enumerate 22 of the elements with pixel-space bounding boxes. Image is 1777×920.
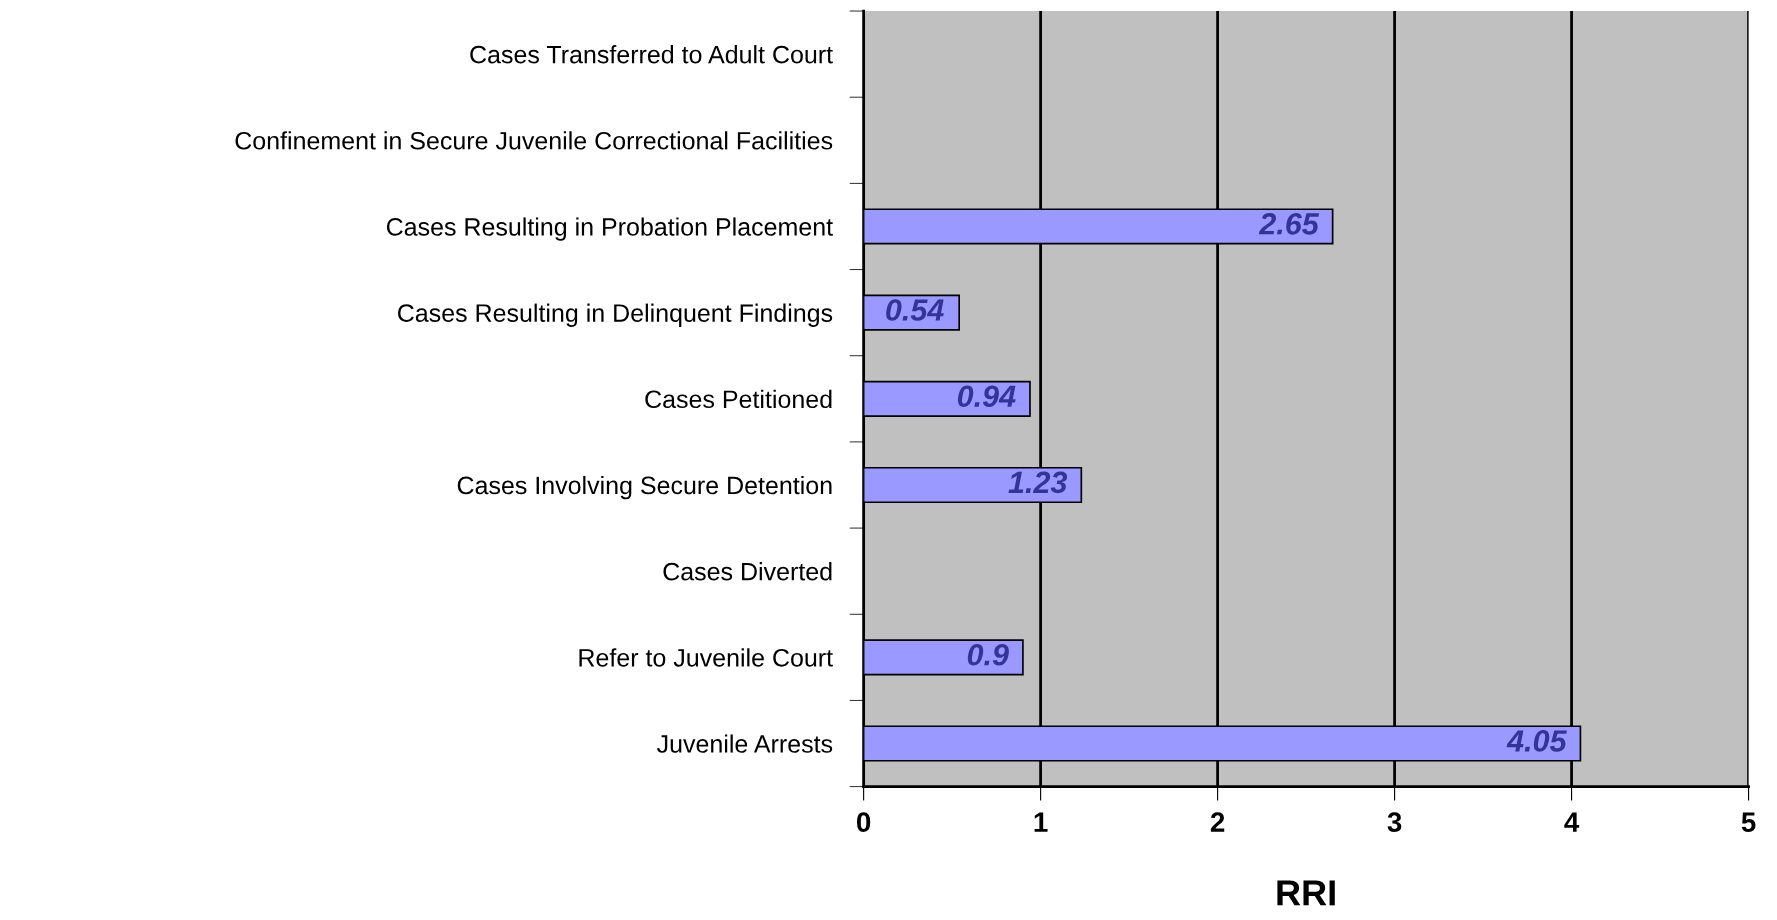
y-tick-label: Confinement in Secure Juvenile Correctional Facilities [235, 131, 833, 150]
data-label: 4.05 [1506, 730, 1567, 752]
x-tick-label: 3 [1387, 812, 1402, 833]
y-tick-label: Cases Petitioned [645, 389, 832, 409]
x-tick-label: 1 [1034, 812, 1048, 832]
data-label: 1.23 [1008, 471, 1068, 494]
y-tick-label: Refer to Juvenile Court [579, 648, 833, 667]
y-tick-label: Cases Resulting in Probation Placement [386, 217, 833, 241]
data-label: 0.9 [967, 643, 1009, 666]
data-label: 2.65 [1258, 213, 1320, 235]
x-tick-label: 2 [1210, 812, 1225, 832]
data-label: 0.94 [957, 385, 1016, 408]
x-axis-title: RRI [1277, 880, 1335, 906]
y-tick-label: Cases Transferred to Adult Court [470, 45, 833, 64]
x-tick-label: 5 [1741, 812, 1756, 832]
y-tick-label: Cases Diverted [663, 562, 832, 581]
y-tick-label: Cases Resulting in Delinquent Findings [398, 303, 833, 327]
y-tick-label: Cases Involving Secure Detention [457, 475, 832, 500]
data-label: 0.54 [886, 299, 944, 321]
y-tick-label: Juvenile Arrests [657, 734, 833, 753]
x-tick-label: 0 [857, 812, 871, 832]
x-tick-label: 4 [1564, 812, 1580, 832]
